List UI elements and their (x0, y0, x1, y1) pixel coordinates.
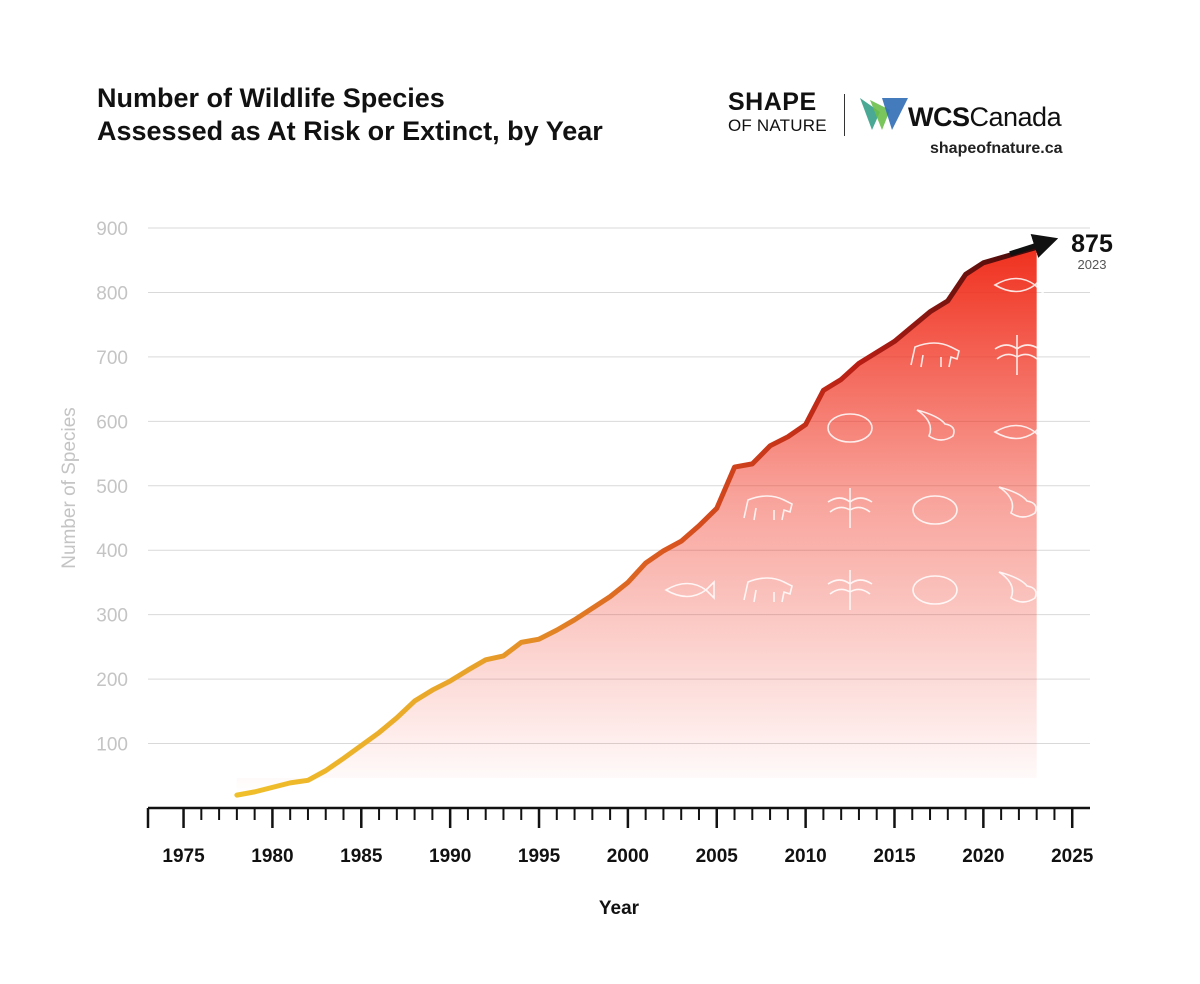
swan-icon-shape (998, 571, 1037, 603)
x-tick-label-2000: 2000 (607, 846, 649, 867)
fish-icon (993, 275, 1044, 295)
wcs-logo-blue-leaf (882, 98, 908, 130)
salmon-icon (827, 570, 873, 610)
y-tick-label-500: 500 (96, 477, 128, 498)
fish-icon-shape (993, 275, 1044, 295)
moose-icon-shape (912, 575, 958, 605)
wcs-logo-regular-text: Canada (969, 102, 1062, 132)
chart-title-line1: Number of Wildlife Species (97, 83, 445, 113)
polar-bear-icon-shape (743, 577, 793, 603)
chart-title: Number of Wildlife Species Assessed as A… (97, 82, 603, 148)
butterfly-icon-shape (743, 495, 793, 521)
woodpecker-icon-shape (827, 488, 873, 528)
x-tick-label-1995: 1995 (518, 846, 561, 867)
y-tick-label-900: 900 (96, 219, 128, 240)
bat-icon (998, 486, 1037, 518)
logo-divider (844, 94, 845, 136)
wcs-logo-icon (860, 98, 908, 130)
y-tick-label-100: 100 (96, 735, 128, 756)
wcs-logo-bold-text: WCS (908, 102, 970, 132)
polar-bear-icon (743, 577, 793, 603)
x-tick-label-1980: 1980 (251, 846, 293, 867)
butterfly-icon (743, 495, 793, 521)
y-tick-label-700: 700 (96, 348, 128, 369)
y-axis-label: Number of Species (59, 407, 80, 569)
x-tick-label-2020: 2020 (962, 846, 1004, 867)
x-tick-label-1975: 1975 (162, 846, 205, 867)
shape-of-nature-logo-line2: OF NATURE (728, 116, 827, 135)
mole-icon (912, 495, 958, 525)
trend-arrow (1009, 234, 1059, 258)
y-tick-label-200: 200 (96, 670, 128, 691)
bear-icon (910, 342, 960, 368)
website-url: shapeofnature.ca (930, 140, 1063, 157)
x-tick-label-2010: 2010 (784, 846, 826, 867)
x-axis-label: Year (599, 898, 640, 919)
otter-icon-shape (993, 422, 1044, 442)
y-tick-label-300: 300 (96, 606, 128, 627)
area-fill (236, 247, 1037, 796)
wcs-logo-teal-leaf (860, 98, 880, 130)
x-tick-label-1990: 1990 (429, 846, 471, 867)
wcs-canada-logo-text: WCSCanada (908, 102, 1062, 133)
y-tick-label-600: 600 (96, 412, 128, 433)
mole-icon-shape (912, 495, 958, 525)
narwhal-icon-shape (827, 413, 873, 443)
shape-of-nature-logo: SHAPE OF NATURE (728, 88, 827, 135)
goose-icon-shape (664, 580, 715, 600)
otter-icon (993, 422, 1044, 442)
annotation-year: 2023 (1078, 257, 1107, 272)
x-tick-label-2005: 2005 (696, 846, 739, 867)
turtle-icon (916, 409, 955, 441)
salmon-icon-shape (827, 570, 873, 610)
chart-title-line2: Assessed as At Risk or Extinct, by Year (97, 116, 603, 146)
swan-icon (998, 571, 1037, 603)
annotation-value: 875 (1071, 230, 1113, 258)
x-tick-label-1985: 1985 (340, 846, 383, 867)
y-tick-label-400: 400 (96, 541, 128, 562)
bat-icon-shape (998, 486, 1037, 518)
shape-of-nature-logo-line1: SHAPE (728, 88, 817, 116)
brand-header: SHAPE OF NATURE WCSCanada shapeofnature.… (720, 88, 1100, 168)
x-tick-label-2025: 2025 (1051, 846, 1094, 867)
goose-icon (664, 580, 715, 600)
x-tick-label-2015: 2015 (873, 846, 916, 867)
data-line (234, 244, 1040, 798)
turtle-icon-shape (916, 409, 955, 441)
woodpecker-icon (827, 488, 873, 528)
narwhal-icon (827, 413, 873, 443)
dragonfly-icon (994, 335, 1040, 375)
bear-icon-shape (910, 342, 960, 368)
y-tick-label-800: 800 (96, 283, 128, 304)
dragonfly-icon-shape (994, 335, 1040, 375)
moose-icon (912, 575, 958, 605)
